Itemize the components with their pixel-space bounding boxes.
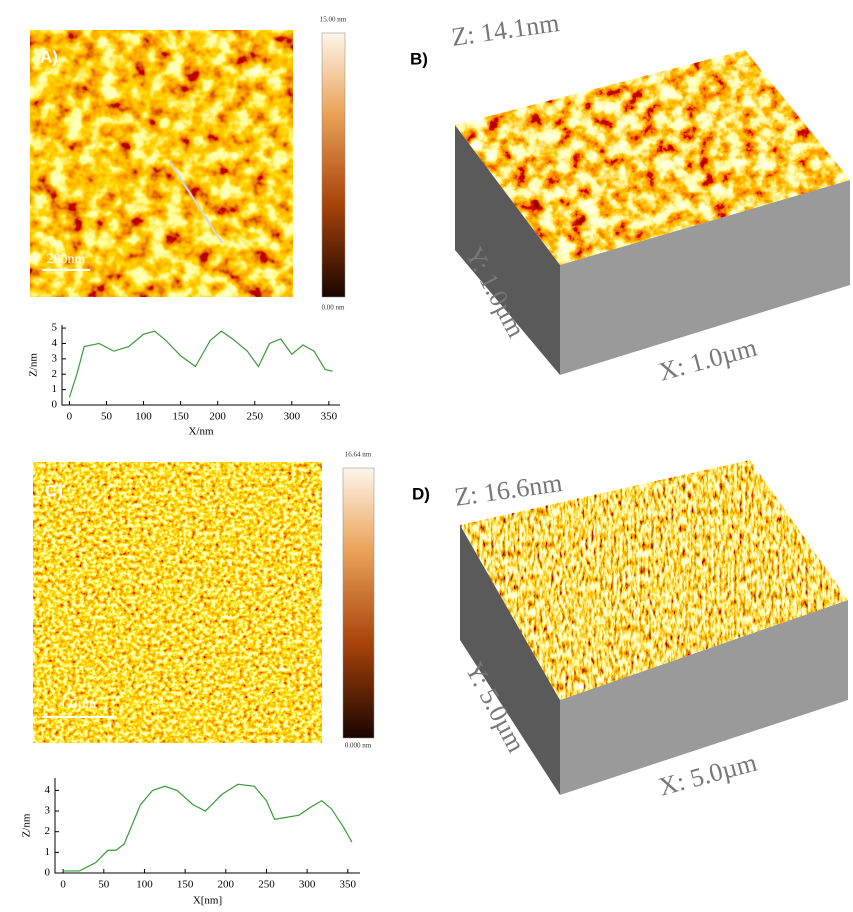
- y-tick-label: 0: [52, 399, 58, 411]
- figure: A) 200nm 15.00 nm 0.00 nm B) Z: 14.1nm Y…: [0, 0, 853, 912]
- x-axis-label: X[nm]: [193, 895, 222, 907]
- x-tick-label: 200: [209, 411, 226, 423]
- y-tick-label: 3: [45, 805, 51, 817]
- y-tick-label: 5: [52, 322, 58, 334]
- x-tick-label: 300: [284, 411, 301, 423]
- profile-line: [69, 331, 332, 397]
- x-tick-label: 350: [340, 879, 357, 891]
- y-tick-label: 4: [45, 784, 51, 796]
- scale-bar-label: 1.0µm: [60, 697, 97, 712]
- y-axis-label: Z/nm: [28, 353, 40, 377]
- x-tick-label: 150: [177, 879, 194, 891]
- y-axis-label: Z/nm: [21, 813, 33, 837]
- x-tick-label: 150: [172, 411, 189, 423]
- x-tick-label: 350: [321, 411, 338, 423]
- x-tick-label: 250: [258, 879, 275, 891]
- panel-label: C): [45, 481, 63, 500]
- y-tick-label: 1: [52, 383, 58, 395]
- x-tick-label: 200: [218, 879, 235, 891]
- colorbar-min: 0.00 nm: [322, 304, 346, 312]
- y-tick-label: 2: [45, 825, 51, 837]
- y-tick-label: 1: [45, 846, 51, 858]
- y-tick-label: 2: [52, 368, 58, 380]
- colorbar: [322, 33, 345, 297]
- x-tick-label: 300: [299, 879, 316, 891]
- x-axis-label: X/nm: [188, 426, 214, 438]
- colorbar-min: 0.000 nm: [345, 742, 372, 750]
- colorbar-max: 16.64 nm: [345, 451, 372, 459]
- panel-label: A): [40, 47, 58, 66]
- z-label: Z: 16.6nm: [453, 468, 564, 512]
- x-tick-label: 0: [60, 879, 66, 891]
- y-tick-label: 3: [52, 352, 58, 364]
- panel-label: B): [410, 49, 428, 68]
- profile-line: [63, 784, 352, 871]
- scale-bar-label: 200nm: [47, 252, 86, 267]
- x-tick-label: 250: [246, 411, 263, 423]
- x-tick-label: 50: [101, 411, 113, 423]
- y-tick-label: 0: [45, 867, 51, 879]
- axes: [55, 778, 360, 873]
- x-tick-label: 100: [136, 879, 153, 891]
- colorbar-max: 15.00 nm: [320, 16, 347, 24]
- x-tick-label: 0: [67, 411, 73, 423]
- colorbar: [343, 468, 374, 738]
- z-label: Z: 14.1nm: [450, 8, 561, 52]
- x-tick-label: 100: [135, 411, 152, 423]
- y-tick-label: 4: [52, 337, 58, 349]
- x-tick-label: 50: [98, 879, 110, 891]
- axes: [62, 325, 340, 405]
- panel-label: D): [412, 484, 430, 503]
- x-label: X: 1.0µm: [656, 333, 760, 387]
